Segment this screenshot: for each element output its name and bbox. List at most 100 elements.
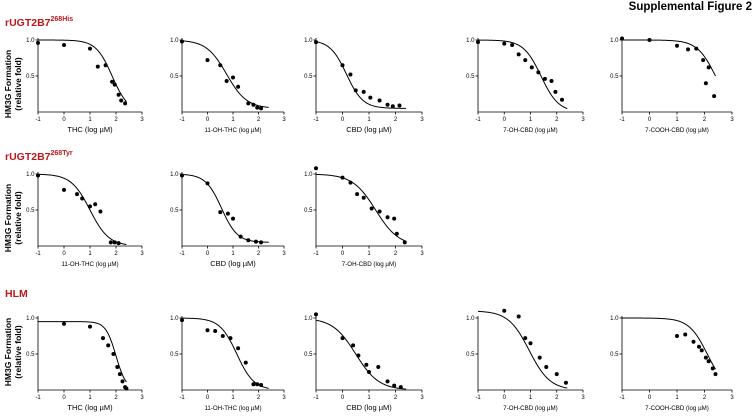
chart-panel-5: -1 0 1 2 3 0.5 1.0 11-OH-THC (log µM) [26,172,144,268]
x-axis-label: CBD (log µM) [346,403,392,412]
axis-lines [315,38,422,113]
data-point [703,81,708,86]
x-tick-label: 1 [675,117,679,123]
x-tick-label: 3 [140,117,144,123]
fit-curve [38,321,127,383]
fit-curve [37,173,127,246]
x-tick-label: 1 [367,395,371,401]
data-point [228,336,233,341]
data-point [554,372,559,377]
axis-lines [181,38,284,113]
data-point [713,372,718,377]
x-tick-label: -1 [35,251,41,257]
y-tick-label: 1.0 [466,316,475,322]
data-point [123,101,128,106]
chart-panel-9: -1 0 1 2 3 0.5 1.0 11-OH-THC (log µM) [170,316,286,412]
x-tick-label: -1 [179,117,185,123]
x-tick-label: 2 [703,117,707,123]
fit-curve [181,317,269,389]
x-tick-label: 2 [394,395,398,401]
data-point [620,36,624,41]
data-point [549,79,554,84]
x-axis-label: 7-COOH-CBD (log µM) [645,127,709,134]
axis-lines [181,172,284,247]
data-point [314,312,318,317]
data-point [62,43,66,48]
data-point [529,65,534,70]
fit-curve [315,173,407,242]
x-tick-label: 0 [503,117,507,123]
ylabel-line1: HM3G Formation [3,184,13,252]
y-tick-label: 1.0 [304,316,313,322]
data-point [368,95,373,100]
data-point [355,192,360,197]
x-tick-label: 3 [730,117,734,123]
data-point [259,106,264,111]
fit-curve [477,39,568,110]
x-tick-label: 3 [730,395,734,401]
data-point [369,206,374,211]
x-tick-label: 0 [341,395,345,401]
data-point [246,238,251,243]
y-tick-label: 0.5 [170,208,179,214]
x-axis-label: 7-OH-CBD (log µM) [503,405,557,412]
x-tick-label: 1 [529,395,533,401]
data-point [553,89,558,94]
data-point [62,187,66,192]
y-tick-label: 1.0 [304,172,313,178]
ylabel-line2: (relative fold) [13,57,23,111]
data-point [106,343,111,348]
x-axis-label: 7-OH-CBD (log µM) [342,261,396,268]
data-point [523,58,528,63]
y-tick-label: 1.0 [466,38,475,44]
x-tick-label: 1 [88,251,92,257]
x-tick-label: 2 [394,251,398,257]
ylabel-line2: (relative fold) [13,191,23,245]
data-point [180,318,184,323]
y-axis-label-row-0: HM3G Formation (relative fold) [3,50,23,118]
data-point [675,334,679,338]
data-point [218,63,223,68]
row-label-0: rUGT2B7268His [5,16,73,29]
x-tick-label: 3 [140,251,144,257]
data-point [353,88,358,93]
data-point [103,63,108,68]
x-tick-label: 0 [648,395,652,401]
x-tick-label: 3 [420,395,424,401]
x-tick-label: 0 [62,117,66,123]
data-point [220,334,225,338]
data-point [364,362,369,367]
x-tick-label: -1 [313,117,319,123]
data-point [75,192,79,197]
data-point [314,166,318,171]
data-point [392,383,397,388]
data-point [390,104,395,109]
data-point [36,40,40,45]
x-tick-label: 2 [555,395,559,401]
y-tick-label: 0.5 [26,352,35,358]
x-axis-label: THC (log µM) [67,403,113,412]
x-tick-label: 2 [257,251,261,257]
data-point [537,355,542,360]
y-tick-label: 1.0 [610,316,619,322]
y-tick-label: 1.0 [170,316,179,322]
x-tick-label: 2 [555,117,559,123]
x-tick-label: 0 [206,251,210,257]
x-tick-label: 0 [341,251,345,257]
chart-panel-10: -1 0 1 2 3 0.5 1.0 CBD (log µM) [304,312,424,412]
x-axis-label: 11-OH-THC (log µM) [61,261,118,268]
fit-curve [315,319,407,390]
y-tick-label: 1.0 [26,316,35,322]
data-point [101,336,105,341]
row-label-2-main: HLM [5,288,28,300]
data-point [376,364,381,369]
y-tick-label: 0.5 [304,352,313,358]
x-axis-label: THC (log µM) [67,125,113,134]
y-tick-label: 0.5 [466,74,475,80]
data-point [502,41,507,46]
x-tick-label: 1 [231,251,235,257]
x-tick-label: 3 [581,395,585,401]
fit-curve [38,39,127,102]
data-point [710,366,715,371]
data-point [516,52,521,57]
